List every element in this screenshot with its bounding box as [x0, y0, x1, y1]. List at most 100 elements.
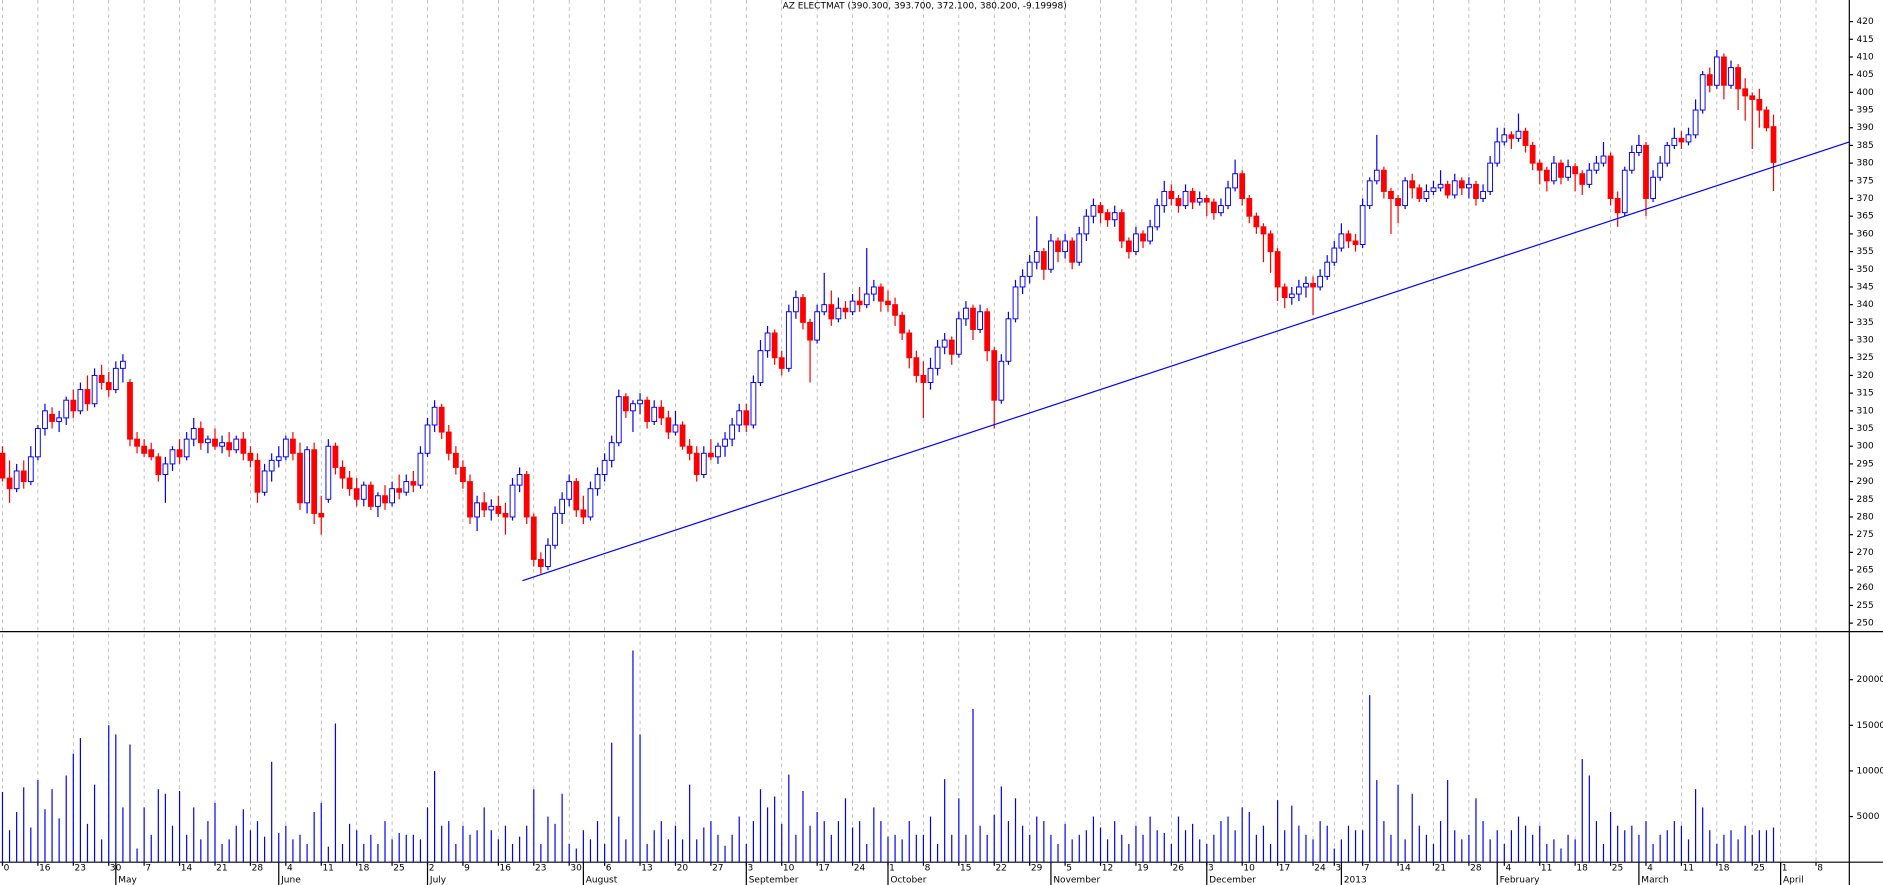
candle-body	[665, 417, 672, 433]
candle-body	[403, 481, 410, 493]
candle-body	[1742, 88, 1749, 97]
x-tick-label: 28	[1470, 864, 1482, 874]
candle-body	[885, 300, 891, 306]
month-label: August	[586, 876, 618, 885]
candle-body	[1281, 286, 1288, 299]
x-tick-label: 25	[1612, 864, 1623, 874]
candle-body	[1175, 198, 1182, 207]
candle-body	[424, 424, 431, 454]
candle-body	[1168, 190, 1175, 199]
x-tick-label: 17	[818, 864, 829, 874]
candle-body	[1685, 134, 1692, 143]
candle-body	[1494, 141, 1501, 164]
candle-body	[1543, 169, 1550, 182]
candle-body	[1600, 155, 1607, 164]
candle-body	[148, 449, 155, 458]
y-tick-label: 295	[1857, 459, 1874, 469]
y-tick-label: 275	[1857, 530, 1874, 540]
candle-body	[1338, 233, 1345, 249]
candle-body	[757, 350, 764, 383]
candle-body	[35, 428, 41, 458]
candle-body	[261, 470, 268, 493]
candle-body	[1444, 183, 1451, 196]
candle-body	[1324, 261, 1331, 277]
chart-title: AZ ELECTMAT (390.300, 393.700, 372.100, …	[783, 2, 1067, 12]
candle-body	[1409, 180, 1416, 189]
month-label: 2013	[1344, 876, 1367, 885]
candle-body	[1501, 134, 1508, 143]
candle-body	[297, 452, 303, 504]
candle-body	[311, 449, 318, 514]
candle-body	[1147, 226, 1153, 242]
x-tick-label: 20	[677, 864, 689, 874]
candle-body	[1274, 251, 1281, 288]
candle-body	[1317, 275, 1324, 288]
x-tick-label: 0	[4, 864, 10, 874]
candle-body	[1182, 190, 1189, 207]
x-tick-label: 19	[1137, 864, 1149, 874]
candle-body	[0, 452, 6, 479]
candle-body	[516, 474, 523, 486]
candle-body	[672, 424, 679, 433]
y-tick-label: 400	[1857, 88, 1874, 98]
candle-body	[878, 286, 884, 302]
candle-body	[91, 374, 98, 405]
candle-body	[98, 374, 105, 383]
candle-body	[318, 512, 325, 518]
month-label: February	[1500, 876, 1541, 885]
candle-body	[275, 456, 282, 461]
candle-body	[417, 452, 424, 486]
candle-body	[863, 293, 870, 306]
candle-body	[1090, 205, 1097, 217]
candle-body	[1111, 212, 1118, 221]
month-label: April	[1783, 876, 1804, 885]
x-tick-label: 8	[925, 864, 931, 874]
candle-body	[1225, 187, 1231, 207]
candle-body	[1416, 187, 1423, 199]
candle-body	[1763, 109, 1770, 129]
candle-body	[1118, 212, 1125, 242]
candle-body	[856, 300, 863, 306]
candle-body	[1154, 205, 1161, 228]
y-tick-label: 280	[1857, 512, 1874, 522]
x-tick-label: 4	[1647, 864, 1653, 874]
candle-body	[105, 382, 112, 391]
candle-body	[658, 406, 665, 419]
candle-body	[332, 445, 339, 468]
y-tick-label: 410	[1857, 52, 1874, 62]
candle-body	[1352, 240, 1359, 245]
x-tick-label: 18	[1718, 864, 1730, 874]
candle-body	[452, 452, 459, 468]
candle-body	[1565, 166, 1571, 178]
candle-body	[1033, 251, 1040, 263]
candle-body	[155, 456, 162, 475]
candle-body	[339, 466, 346, 479]
candle-body	[1331, 247, 1338, 263]
candle-body	[226, 442, 233, 451]
candle-body	[693, 452, 700, 475]
candle-body	[396, 488, 403, 493]
candle-body	[205, 438, 211, 444]
candle-body	[134, 438, 140, 447]
y-tick-label: 285	[1857, 495, 1874, 505]
candle-body	[998, 360, 1005, 401]
candle-body	[793, 297, 799, 313]
x-tick-label: 4	[1506, 864, 1512, 874]
candle-body	[1083, 215, 1090, 235]
candle-body	[1586, 169, 1593, 185]
y-tick-label: 395	[1857, 106, 1874, 116]
y-tick-label: 325	[1857, 353, 1874, 363]
candle-body	[382, 495, 388, 504]
candle-body	[1643, 144, 1649, 199]
y-tick-label: 375	[1857, 176, 1874, 186]
candle-body	[1366, 180, 1373, 207]
candle-body	[948, 339, 955, 355]
candle-body	[651, 406, 658, 422]
candle-body	[552, 512, 558, 546]
month-label: March	[1641, 876, 1668, 885]
candle-body	[1607, 155, 1614, 199]
y-tick-label: 350	[1857, 265, 1874, 275]
candle-body	[835, 307, 842, 320]
candle-body	[622, 396, 629, 412]
candle-body	[1522, 130, 1529, 146]
